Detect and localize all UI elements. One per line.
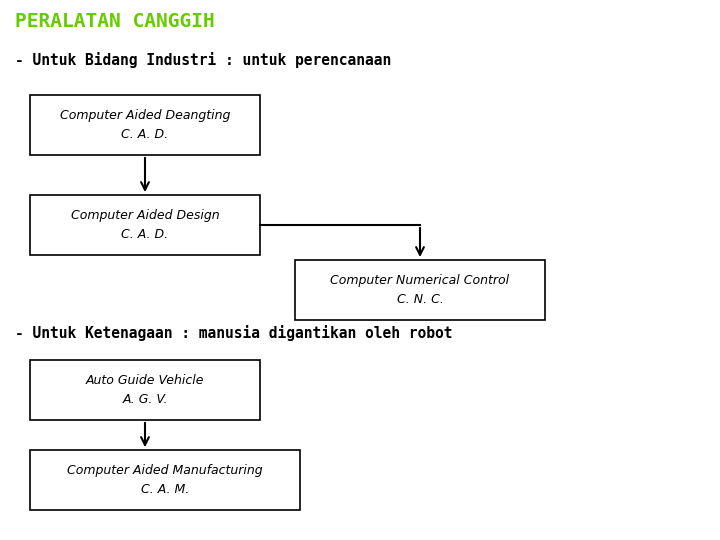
Bar: [30, 95, 260, 155]
Text: Computer Aided Design
C. A. D.: Computer Aided Design C. A. D.: [71, 209, 220, 241]
Bar: [30, 450, 300, 510]
Text: Computer Aided Deangting
C. A. D.: Computer Aided Deangting C. A. D.: [60, 109, 230, 141]
Bar: [30, 195, 260, 255]
Text: PERALATAN CANGGIH: PERALATAN CANGGIH: [15, 12, 215, 31]
Bar: [295, 260, 545, 320]
Text: - Untuk Bidang Industri : untuk perencanaan: - Untuk Bidang Industri : untuk perencan…: [15, 52, 391, 68]
Text: - Untuk Ketenagaan : manusia digantikan oleh robot: - Untuk Ketenagaan : manusia digantikan …: [15, 325, 452, 341]
Text: Computer Aided Manufacturing
C. A. M.: Computer Aided Manufacturing C. A. M.: [67, 464, 263, 496]
Text: Computer Numerical Control
C. N. C.: Computer Numerical Control C. N. C.: [330, 274, 510, 306]
Text: Auto Guide Vehicle
A. G. V.: Auto Guide Vehicle A. G. V.: [86, 374, 204, 406]
Bar: [30, 360, 260, 420]
